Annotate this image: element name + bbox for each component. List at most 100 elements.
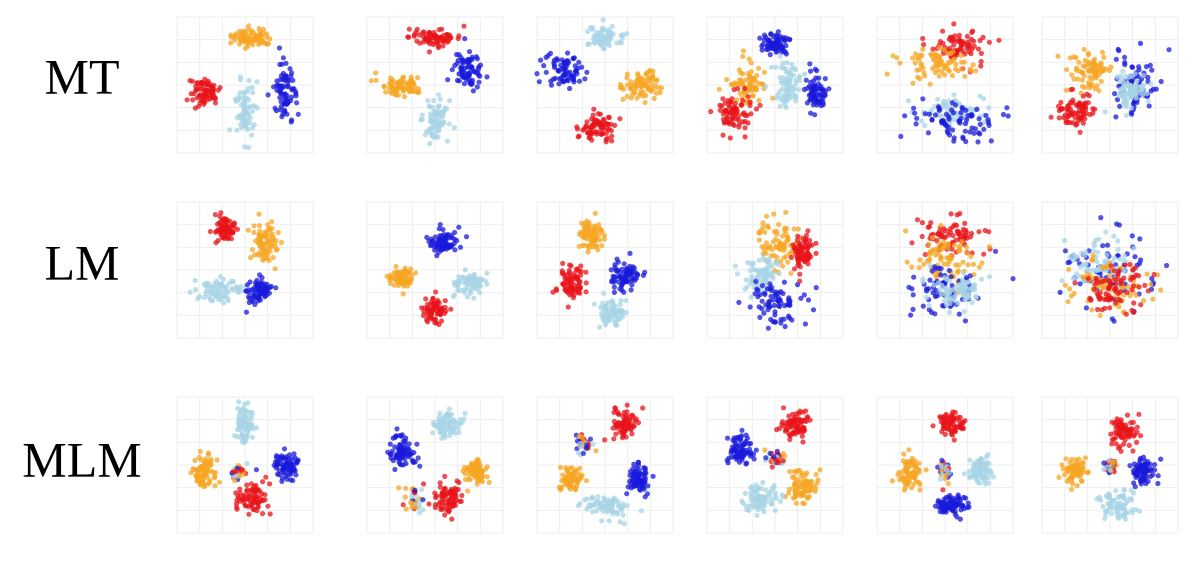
point xyxy=(1118,280,1124,287)
point xyxy=(597,226,603,232)
point xyxy=(573,266,580,272)
point xyxy=(930,235,936,241)
point xyxy=(634,271,640,277)
point xyxy=(1129,307,1135,313)
point xyxy=(293,91,299,97)
point xyxy=(536,79,542,85)
point xyxy=(813,75,819,81)
point xyxy=(217,220,223,226)
point xyxy=(556,81,562,87)
row-label: MT xyxy=(45,48,120,104)
point xyxy=(477,283,484,289)
point xyxy=(585,236,591,242)
point xyxy=(787,71,794,77)
point xyxy=(980,34,986,41)
point xyxy=(455,57,461,64)
point xyxy=(419,116,425,122)
point xyxy=(757,102,763,108)
point xyxy=(617,85,624,91)
point xyxy=(246,504,252,510)
point xyxy=(257,272,263,278)
point xyxy=(791,86,797,92)
point xyxy=(195,477,202,483)
point xyxy=(452,247,458,253)
point xyxy=(1120,284,1126,291)
point xyxy=(624,71,631,77)
point xyxy=(822,76,828,82)
point xyxy=(233,98,239,104)
point xyxy=(738,102,745,108)
point xyxy=(414,38,420,44)
point xyxy=(463,234,470,240)
point xyxy=(274,453,280,459)
point xyxy=(466,275,473,281)
point xyxy=(596,324,603,330)
point xyxy=(1075,76,1081,82)
point xyxy=(264,235,270,241)
point xyxy=(1122,54,1128,60)
point xyxy=(978,63,984,69)
point xyxy=(589,228,596,234)
point xyxy=(263,287,269,293)
point xyxy=(565,469,571,475)
point xyxy=(241,414,247,420)
point xyxy=(973,68,979,74)
point xyxy=(368,78,374,84)
point xyxy=(618,297,624,304)
point xyxy=(247,279,253,285)
point xyxy=(740,97,746,104)
point xyxy=(957,39,964,45)
point xyxy=(1111,318,1117,324)
point xyxy=(611,436,617,442)
point xyxy=(623,434,629,440)
point xyxy=(742,85,748,91)
point xyxy=(557,464,564,470)
point xyxy=(599,300,606,306)
point xyxy=(420,312,427,319)
point xyxy=(200,97,206,103)
point xyxy=(1076,273,1083,279)
point xyxy=(924,294,930,301)
point xyxy=(410,459,416,465)
point xyxy=(975,139,981,145)
point xyxy=(403,460,409,467)
point xyxy=(456,429,462,435)
point xyxy=(765,325,772,331)
point xyxy=(951,21,957,27)
point xyxy=(1115,271,1121,277)
point xyxy=(238,102,244,108)
point xyxy=(383,89,389,95)
point xyxy=(610,307,616,313)
point xyxy=(1116,222,1122,228)
point xyxy=(458,498,464,504)
point xyxy=(642,99,648,106)
point xyxy=(455,35,461,42)
point xyxy=(724,114,730,120)
point xyxy=(452,62,458,69)
point xyxy=(462,36,468,42)
point xyxy=(1108,64,1114,70)
point xyxy=(400,502,406,508)
point xyxy=(606,503,613,510)
point xyxy=(1129,111,1135,117)
point xyxy=(260,497,266,504)
point xyxy=(609,138,615,144)
point xyxy=(1095,306,1101,313)
point xyxy=(986,105,992,111)
point xyxy=(745,71,751,77)
point xyxy=(426,501,432,507)
point xyxy=(632,418,638,424)
point xyxy=(425,301,431,307)
point xyxy=(609,279,615,285)
point xyxy=(245,400,251,406)
point xyxy=(981,126,987,132)
point xyxy=(742,125,748,131)
point xyxy=(243,435,249,441)
point xyxy=(257,29,263,35)
point xyxy=(393,275,399,281)
point xyxy=(1066,266,1072,272)
point xyxy=(966,44,973,50)
point xyxy=(534,71,540,77)
point xyxy=(628,287,634,293)
point xyxy=(611,284,618,290)
